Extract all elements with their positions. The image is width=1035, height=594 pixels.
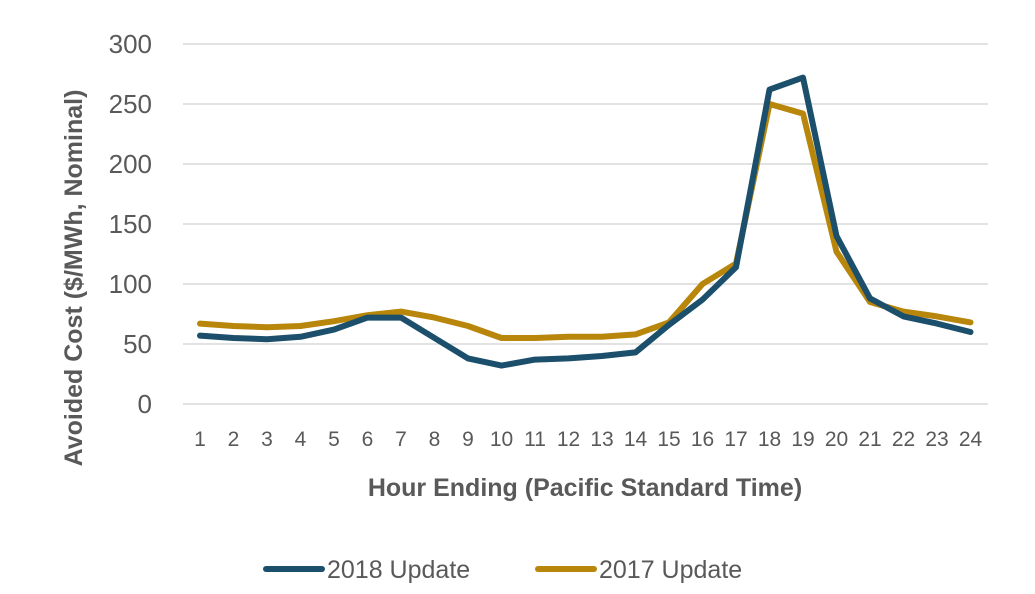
legend: 2018 Update 2017 Update	[263, 556, 742, 584]
x-tick-label: 2	[228, 428, 240, 451]
y-tick-label: 200	[109, 149, 152, 179]
x-axis-title: Hour Ending (Pacific Standard Time)	[368, 474, 802, 502]
x-tick-label: 11	[524, 428, 546, 451]
x-tick-label: 14	[624, 428, 648, 451]
x-tick-label: 6	[362, 428, 374, 451]
x-tick-label: 22	[892, 428, 915, 451]
x-tick-labels: 1 2 3 4 5 6 7 8 9 10 11 12 13 14 15 16 17 18 19 20 21 22 23 24	[194, 428, 982, 451]
x-tick-label: 9	[462, 428, 474, 451]
x-tick-label: 8	[429, 428, 441, 451]
x-tick-label: 20	[825, 428, 848, 451]
y-tick-labels: 0 50 100 150 200 250 300	[109, 29, 152, 419]
y-axis-title: Avoided Cost ($/MWh, Nominal)	[60, 90, 88, 467]
series-line-2017-update	[197, 101, 974, 341]
y-tick-label: 150	[109, 209, 152, 239]
x-tick-label: 24	[959, 428, 983, 451]
x-tick-label: 18	[758, 428, 781, 451]
y-tick-label: 0	[138, 389, 152, 419]
y-tick-label: 300	[109, 29, 152, 59]
x-tick-label: 3	[261, 428, 273, 451]
gridlines	[183, 43, 988, 405]
x-tick-label: 19	[791, 428, 814, 451]
x-tick-label: 23	[925, 428, 948, 451]
x-tick-label: 15	[657, 428, 680, 451]
legend-label: 2018 Update	[327, 556, 470, 584]
x-tick-label: 16	[691, 428, 714, 451]
series-lines	[197, 74, 974, 369]
x-tick-label: 13	[590, 428, 613, 451]
x-tick-label: 5	[328, 428, 340, 451]
x-tick-label: 7	[395, 428, 407, 451]
x-tick-label: 4	[295, 428, 307, 451]
y-tick-label: 50	[123, 329, 152, 359]
y-tick-label: 250	[109, 89, 152, 119]
x-tick-label: 21	[858, 428, 881, 451]
legend-label: 2017 Update	[599, 556, 742, 584]
series-line-2018-update	[197, 74, 974, 369]
x-tick-label: 10	[490, 428, 513, 451]
y-tick-label: 100	[109, 269, 152, 299]
x-tick-label: 12	[557, 428, 580, 451]
x-tick-label: 1	[194, 428, 206, 451]
x-tick-label: 17	[724, 428, 747, 451]
